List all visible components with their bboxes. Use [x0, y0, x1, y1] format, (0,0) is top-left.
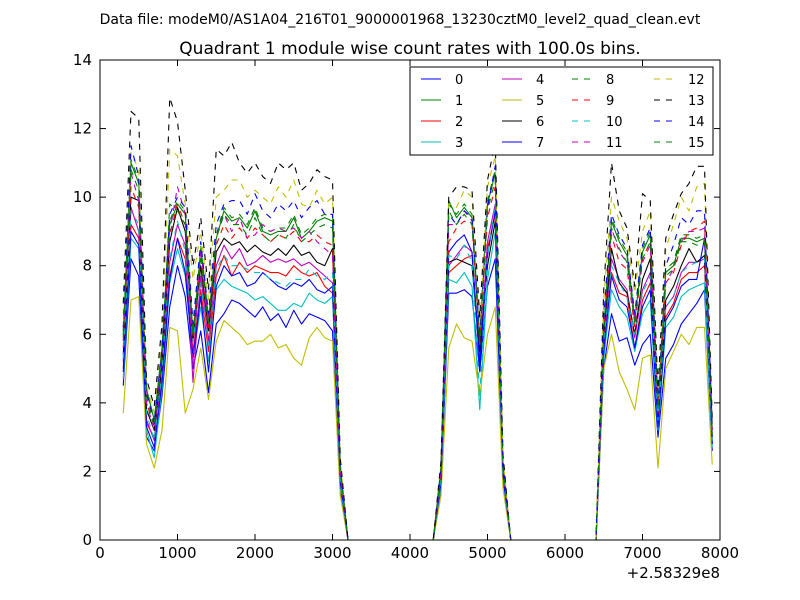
legend-label-2: 2 [455, 115, 463, 130]
y-tick-label: 14 [73, 51, 92, 69]
y-tick-label: 0 [82, 531, 92, 549]
x-tick-label: 5000 [468, 544, 506, 562]
y-tick-label: 6 [82, 325, 92, 343]
chart-title: Quadrant 1 module wise count rates with … [179, 39, 640, 59]
x-tick-label: 7000 [623, 544, 661, 562]
x-tick-label: 1000 [158, 544, 196, 562]
y-tick-label: 2 [82, 462, 92, 480]
legend-label-14: 14 [688, 115, 705, 130]
series-line-13 [122, 97, 713, 541]
x-tick-label: 4000 [391, 544, 429, 562]
y-tick-label: 10 [73, 188, 92, 206]
y-tick-label: 8 [82, 257, 92, 275]
legend-label-1: 1 [455, 94, 463, 109]
series-line-8 [122, 158, 713, 541]
x-tick-label: 3000 [313, 544, 351, 562]
y-tick-label: 4 [82, 394, 92, 412]
legend-label-15: 15 [688, 136, 705, 151]
legend-label-8: 8 [606, 73, 614, 88]
x-tick-label: 0 [95, 544, 105, 562]
legend-label-9: 9 [606, 94, 614, 109]
legend-label-12: 12 [688, 73, 705, 88]
legend-label-0: 0 [455, 73, 463, 88]
legend-label-10: 10 [606, 115, 623, 130]
legend-label-6: 6 [536, 115, 544, 130]
x-offset-label: +2.58329e8 [627, 564, 720, 582]
legend-box [409, 66, 714, 156]
y-tick-label: 12 [73, 120, 92, 138]
legend-label-13: 13 [688, 94, 705, 109]
x-tick-label: 2000 [236, 544, 274, 562]
suptitle: Data file: modeM0/AS1A04_216T01_90000019… [100, 12, 701, 28]
series-line-12 [122, 148, 713, 541]
legend-label-5: 5 [536, 94, 544, 109]
legend-label-7: 7 [536, 136, 544, 151]
x-tick-label: 8000 [701, 544, 739, 562]
x-tick-label: 6000 [546, 544, 584, 562]
legend-label-11: 11 [606, 136, 623, 151]
legend-label-4: 4 [536, 73, 544, 88]
legend-label-3: 3 [455, 136, 463, 151]
tick-layer: 0 1000 2000 3000 4000 5000 6000 7000 80000246810… [73, 51, 739, 562]
